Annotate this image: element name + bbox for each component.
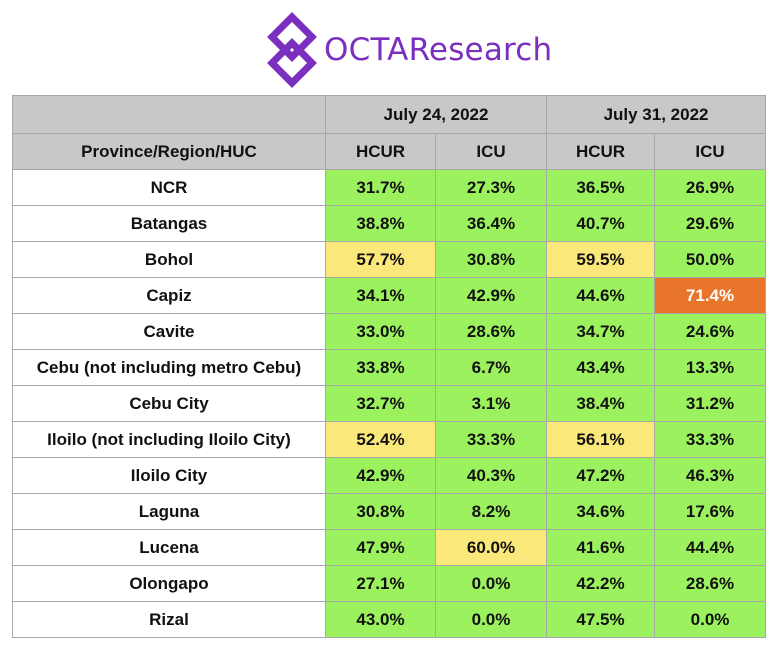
table-row: Cavite 33.0% 28.6% 34.7% 24.6% (12, 313, 767, 350)
date-header-row: July 24, 2022 July 31, 2022 (12, 95, 767, 134)
value-cell: 34.1% (325, 277, 436, 314)
column-header-hcur: HCUR (546, 133, 656, 170)
table-row: Iloilo City 42.9% 40.3% 47.2% 46.3% (12, 457, 767, 494)
value-cell: 71.4% (654, 277, 767, 314)
value-cell: 29.6% (654, 205, 767, 242)
table-row: Cebu City 32.7% 3.1% 38.4% 31.2% (12, 385, 767, 422)
row-label: Bohol (12, 241, 326, 278)
value-cell: 40.3% (434, 457, 548, 494)
row-label: Lucena (12, 529, 326, 566)
table-row: Bohol 57.7% 30.8% 59.5% 50.0% (12, 241, 767, 278)
value-cell: 6.7% (434, 349, 548, 386)
value-cell: 57.7% (325, 241, 436, 278)
column-header-icu: ICU (434, 133, 548, 170)
value-cell: 47.5% (546, 601, 656, 638)
value-cell: 28.6% (434, 313, 548, 350)
value-cell: 42.2% (546, 565, 656, 602)
date-header-2: July 31, 2022 (546, 95, 767, 134)
column-header-hcur: HCUR (325, 133, 436, 170)
column-header-row: Province/Region/HUC HCUR ICU HCUR ICU (12, 133, 767, 170)
brand-logo: OCTAResearch (262, 10, 552, 90)
row-label: Cebu (not including metro Cebu) (12, 349, 326, 386)
value-cell: 31.2% (654, 385, 767, 422)
value-cell: 32.7% (325, 385, 436, 422)
row-label: NCR (12, 169, 326, 206)
value-cell: 27.3% (434, 169, 548, 206)
table-row: Cebu (not including metro Cebu) 33.8% 6.7%… (12, 349, 767, 386)
row-label: Batangas (12, 205, 326, 242)
value-cell: 0.0% (434, 601, 548, 638)
row-label: Capiz (12, 277, 326, 314)
value-cell: 30.8% (434, 241, 548, 278)
value-cell: 33.3% (654, 421, 767, 458)
octa-logo-icon (267, 12, 317, 88)
value-cell: 52.4% (325, 421, 436, 458)
value-cell: 46.3% (654, 457, 767, 494)
row-label: Olongapo (12, 565, 326, 602)
table-row: Batangas 38.8% 36.4% 40.7% 29.6% (12, 205, 767, 242)
brand-name: OCTAResearch (324, 32, 553, 68)
row-label: Iloilo (not including Iloilo City) (12, 421, 326, 458)
hospital-utilization-table: July 24, 2022 July 31, 2022 Province/Reg… (12, 95, 767, 638)
value-cell: 34.7% (546, 313, 656, 350)
value-cell: 40.7% (546, 205, 656, 242)
value-cell: 24.6% (654, 313, 767, 350)
value-cell: 27.1% (325, 565, 436, 602)
value-cell: 60.0% (434, 529, 548, 566)
value-cell: 41.6% (546, 529, 656, 566)
blank-header-cell (12, 95, 326, 134)
table-row: Capiz 34.1% 42.9% 44.6% 71.4% (12, 277, 767, 314)
table-row: Olongapo 27.1% 0.0% 42.2% 28.6% (12, 565, 767, 602)
value-cell: 17.6% (654, 493, 767, 530)
row-label: Iloilo City (12, 457, 326, 494)
value-cell: 36.5% (546, 169, 656, 206)
value-cell: 31.7% (325, 169, 436, 206)
value-cell: 42.9% (434, 277, 548, 314)
row-label: Cavite (12, 313, 326, 350)
value-cell: 33.8% (325, 349, 436, 386)
value-cell: 36.4% (434, 205, 548, 242)
date-header-1: July 24, 2022 (324, 95, 548, 134)
value-cell: 0.0% (654, 601, 767, 638)
value-cell: 38.4% (546, 385, 656, 422)
value-cell: 28.6% (654, 565, 767, 602)
value-cell: 13.3% (654, 349, 767, 386)
value-cell: 38.8% (325, 205, 436, 242)
value-cell: 33.3% (434, 421, 548, 458)
column-header-icu: ICU (654, 133, 767, 170)
value-cell: 47.2% (546, 457, 656, 494)
value-cell: 0.0% (434, 565, 548, 602)
value-cell: 47.9% (325, 529, 436, 566)
value-cell: 59.5% (546, 241, 656, 278)
value-cell: 3.1% (434, 385, 548, 422)
table-row: Lucena 47.9% 60.0% 41.6% 44.4% (12, 529, 767, 566)
column-header-province: Province/Region/HUC (12, 133, 326, 170)
row-label: Cebu City (12, 385, 326, 422)
table-row: NCR 31.7% 27.3% 36.5% 26.9% (12, 169, 767, 206)
value-cell: 30.8% (325, 493, 436, 530)
table-row: Rizal 43.0% 0.0% 47.5% 0.0% (12, 601, 767, 638)
value-cell: 34.6% (546, 493, 656, 530)
value-cell: 42.9% (325, 457, 436, 494)
value-cell: 8.2% (434, 493, 548, 530)
value-cell: 44.6% (546, 277, 656, 314)
value-cell: 56.1% (546, 421, 656, 458)
table-row: Laguna 30.8% 8.2% 34.6% 17.6% (12, 493, 767, 530)
table-body: NCR 31.7% 27.3% 36.5% 26.9% Batangas 38.8% 36.4… (12, 169, 767, 638)
value-cell: 43.0% (325, 601, 436, 638)
table-row: Iloilo (not including Iloilo City) 52.4% 3… (12, 421, 767, 458)
value-cell: 50.0% (654, 241, 767, 278)
row-label: Rizal (12, 601, 326, 638)
value-cell: 43.4% (546, 349, 656, 386)
value-cell: 44.4% (654, 529, 767, 566)
value-cell: 33.0% (325, 313, 436, 350)
row-label: Laguna (12, 493, 326, 530)
value-cell: 26.9% (654, 169, 767, 206)
